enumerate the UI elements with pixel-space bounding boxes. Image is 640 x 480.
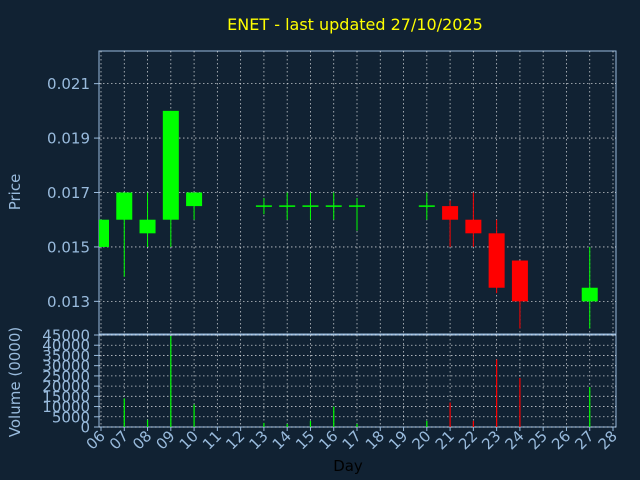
chart-title: ENET - last updated 27/10/2025	[227, 15, 483, 34]
candle-body	[488, 233, 505, 288]
volume-tick-label: 35000	[42, 347, 90, 365]
price-tick-label: 0.013	[47, 293, 90, 311]
volume-tick-label: 45000	[42, 327, 90, 345]
candle-body	[162, 110, 179, 220]
volume-panel: 0500010000150002000025000300003500040000…	[42, 327, 617, 437]
volume-tick-label: 25000	[42, 367, 90, 385]
candle-body	[139, 219, 156, 234]
candle-body	[186, 192, 203, 207]
candle-body	[511, 260, 528, 302]
price-tick-label: 0.017	[47, 184, 90, 202]
price-tick-label: 0.021	[47, 75, 90, 93]
volume-tick-label: 5000	[52, 408, 90, 426]
price-tick-label: 0.019	[47, 130, 90, 148]
price-panel: 0.013 0.015 0.017 0.019 0.021	[47, 50, 617, 335]
candle-body	[465, 219, 482, 234]
price-tick-label: 0.015	[47, 238, 90, 256]
volume-plot-frame	[98, 334, 617, 428]
volume-axis-label: Volume (0000)	[6, 327, 24, 437]
volume-tick-label: 20000	[42, 378, 90, 396]
volume-tick-label: 30000	[42, 357, 90, 375]
candle-body	[581, 287, 598, 302]
volume-tick-label: 15000	[42, 388, 90, 406]
volume-tick-label: 40000	[42, 337, 90, 355]
price-axis-label: Price	[6, 174, 24, 211]
volume-tick-label: 0	[80, 419, 90, 437]
x-tick-label: 28	[595, 427, 621, 453]
candle-body	[99, 219, 109, 247]
candle-body	[116, 192, 133, 220]
volume-tick-label: 10000	[42, 398, 90, 416]
x-axis-ticks: 0607080910111213141516171819202122232425…	[83, 427, 621, 453]
candle-body	[442, 206, 459, 220]
x-axis-label: Day	[333, 457, 363, 475]
